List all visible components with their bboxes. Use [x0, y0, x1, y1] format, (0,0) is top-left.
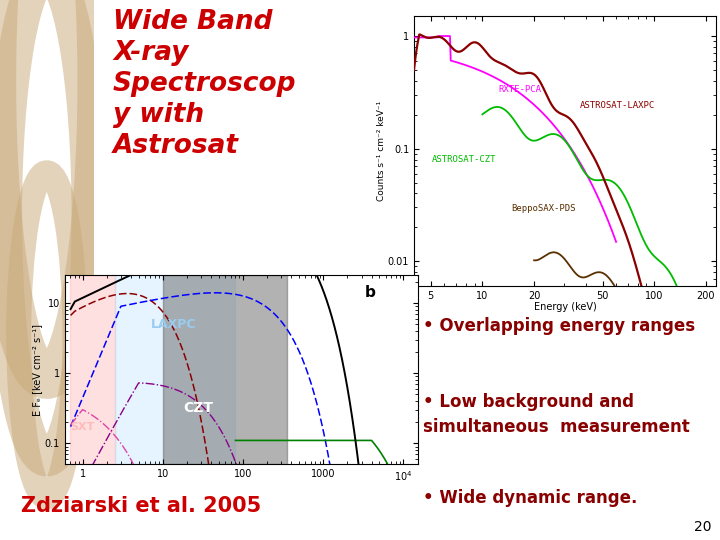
Text: Wide Band
X-ray
Spectroscop
y with
Astrosat: Wide Band X-ray Spectroscop y with Astro… — [113, 9, 297, 159]
Y-axis label: E Fₑ [keV cm⁻² s⁻¹]: E Fₑ [keV cm⁻² s⁻¹] — [32, 324, 42, 416]
Text: • Overlapping energy ranges: • Overlapping energy ranges — [423, 316, 696, 335]
Text: Zdziarski et al. 2005: Zdziarski et al. 2005 — [21, 496, 261, 516]
Text: CZT: CZT — [184, 401, 213, 415]
Text: • Wide dynamic range.: • Wide dynamic range. — [423, 489, 637, 507]
Text: LAXPC: LAXPC — [150, 318, 196, 330]
X-axis label: Energy (keV): Energy (keV) — [534, 302, 597, 313]
Bar — [70, 275, 114, 464]
Text: 20: 20 — [694, 520, 711, 534]
Text: b: b — [364, 285, 375, 300]
Text: SXT: SXT — [71, 422, 95, 432]
Text: RXTE-PCA: RXTE-PCA — [499, 85, 541, 94]
Bar — [114, 275, 235, 464]
Bar — [163, 275, 287, 464]
Y-axis label: Counts s⁻¹ cm⁻² keV⁻¹: Counts s⁻¹ cm⁻² keV⁻¹ — [377, 101, 387, 201]
Text: BeppoSAX-PDS: BeppoSAX-PDS — [510, 204, 575, 213]
Text: ASTROSAT-CZT: ASTROSAT-CZT — [432, 155, 497, 164]
Text: ASTROSAT-LAXPC: ASTROSAT-LAXPC — [580, 101, 656, 110]
Text: • Low background and
simultaneous  measurement: • Low background and simultaneous measur… — [423, 393, 690, 436]
